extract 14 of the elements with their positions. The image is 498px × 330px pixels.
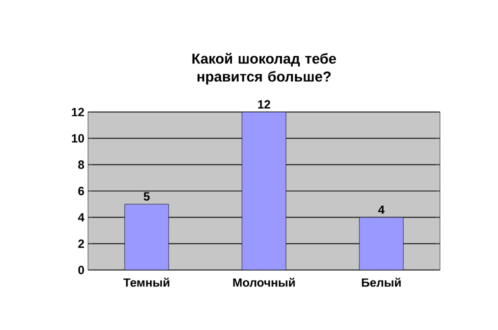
y-tick-label: 2 bbox=[78, 239, 84, 248]
data-label: 4 bbox=[378, 206, 385, 214]
y-tick-label: 6 bbox=[78, 186, 84, 196]
x-tick-label: Белый bbox=[362, 278, 401, 287]
y-tick-label: 12 bbox=[72, 108, 84, 116]
chart-title: Какой шоколад тебе нравится больше? bbox=[192, 52, 336, 85]
y-tick-label: 4 bbox=[78, 213, 84, 222]
data-label: 12 bbox=[258, 100, 270, 108]
data-label: 5 bbox=[144, 192, 150, 201]
y-tick-label: 0 bbox=[78, 266, 84, 274]
x-tick-label: Темный bbox=[123, 278, 170, 287]
x-tick-label: Молочный bbox=[233, 278, 295, 287]
y-tick-label: 10 bbox=[72, 134, 84, 143]
y-tick-label: 8 bbox=[78, 160, 84, 169]
